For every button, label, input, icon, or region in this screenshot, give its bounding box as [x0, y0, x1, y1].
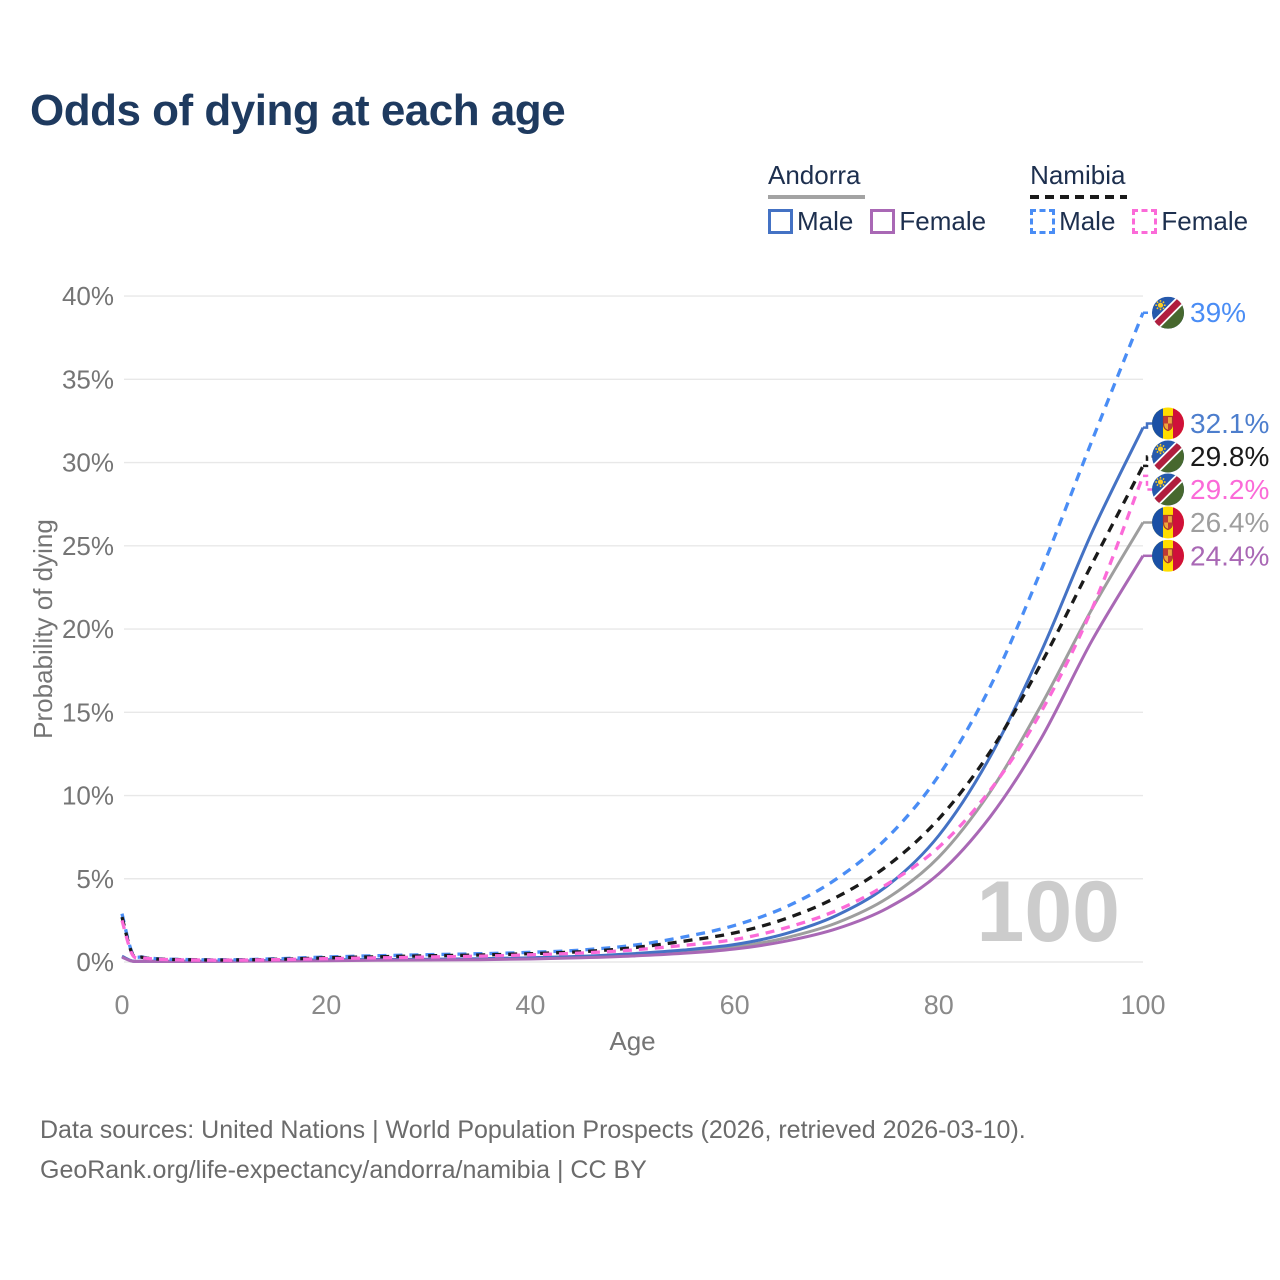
- flag-andorra-icon: [1152, 506, 1184, 539]
- flag-andorra-icon: [1152, 539, 1184, 572]
- end-label-leader-namibia-both: [1143, 455, 1153, 468]
- age-watermark: 100: [977, 864, 1121, 960]
- footer-data-sources: Data sources: United Nations | World Pop…: [40, 1116, 1026, 1144]
- x-tick-label: 80: [924, 990, 954, 1020]
- x-tick-label: 20: [311, 990, 341, 1020]
- legend-item-namibia-male[interactable]: Male: [1030, 206, 1115, 237]
- legend-group-namibia: Namibia Male Female: [1030, 160, 1248, 237]
- flag-namibia-icon: [1152, 440, 1184, 473]
- end-label-namibia-female[interactable]: 29.2%: [1190, 474, 1269, 505]
- x-tick-label: 60: [720, 990, 750, 1020]
- end-label-namibia-male[interactable]: 39%: [1190, 297, 1246, 328]
- legend-country-andorra[interactable]: Andorra: [768, 160, 861, 190]
- legend-swatch-namibia-male-icon: [1030, 209, 1056, 234]
- end-label-andorra-both[interactable]: 26.4%: [1190, 507, 1269, 538]
- legend-swatch-namibia-female-icon: [1132, 209, 1158, 234]
- legend-underline-andorra-solid: [768, 195, 865, 199]
- y-axis-title: Probability of dying: [28, 519, 58, 739]
- y-tick-label: 25%: [62, 531, 114, 561]
- y-tick-label: 0%: [76, 947, 114, 977]
- series-line-namibia-male[interactable]: [120, 312, 1145, 962]
- flag-andorra-icon: [1152, 407, 1184, 440]
- legend-underline-namibia-dashed: [1030, 195, 1128, 199]
- legend-item-namibia-female[interactable]: Female: [1132, 206, 1248, 237]
- page-title: Odds of dying at each age: [30, 86, 566, 135]
- legend-label-andorra-male: Male: [797, 206, 854, 236]
- end-label-andorra-male[interactable]: 32.1%: [1190, 408, 1269, 439]
- legend-label-namibia-female: Female: [1161, 206, 1249, 236]
- series-line-namibia-both[interactable]: [120, 465, 1145, 962]
- series-line-namibia-female[interactable]: [120, 475, 1145, 962]
- y-tick-label: 5%: [76, 864, 114, 894]
- legend: Andorra Male Female Namibia Male Female: [768, 160, 1248, 237]
- y-tick-label: 10%: [62, 781, 114, 811]
- legend-swatch-andorra-female-icon: [870, 209, 896, 234]
- legend-label-andorra-female: Female: [899, 206, 987, 236]
- y-tick-label: 40%: [62, 281, 114, 311]
- legend-item-andorra-female[interactable]: Female: [870, 206, 986, 237]
- y-tick-label: 20%: [62, 614, 114, 644]
- series-line-andorra-female[interactable]: [121, 555, 1145, 964]
- footer-attribution: GeoRank.org/life-expectancy/andorra/nami…: [40, 1156, 647, 1184]
- footer: Data sources: United Nations | World Pop…: [40, 1110, 1026, 1190]
- y-tick-label: 15%: [62, 697, 114, 727]
- end-label-leader-andorra-male: [1143, 422, 1153, 429]
- legend-country-namibia[interactable]: Namibia: [1030, 160, 1126, 190]
- x-tick-label: 0: [114, 990, 129, 1020]
- end-label-andorra-female[interactable]: 24.4%: [1190, 540, 1269, 571]
- legend-group-andorra: Andorra Male Female: [768, 160, 986, 237]
- legend-label-namibia-male: Male: [1059, 206, 1116, 236]
- flag-namibia-icon: [1152, 296, 1184, 329]
- flag-namibia-icon: [1152, 473, 1184, 506]
- end-label-namibia-both[interactable]: 29.8%: [1190, 441, 1269, 472]
- y-tick-label: 30%: [62, 448, 114, 478]
- x-tick-label: 100: [1120, 990, 1165, 1020]
- end-label-leader-namibia-female: [1143, 474, 1153, 491]
- legend-swatch-andorra-male-icon: [768, 209, 793, 234]
- y-tick-label: 35%: [62, 364, 114, 394]
- x-tick-label: 40: [515, 990, 545, 1020]
- x-axis-title: Age: [609, 1026, 655, 1056]
- legend-item-andorra-male[interactable]: Male: [768, 206, 853, 237]
